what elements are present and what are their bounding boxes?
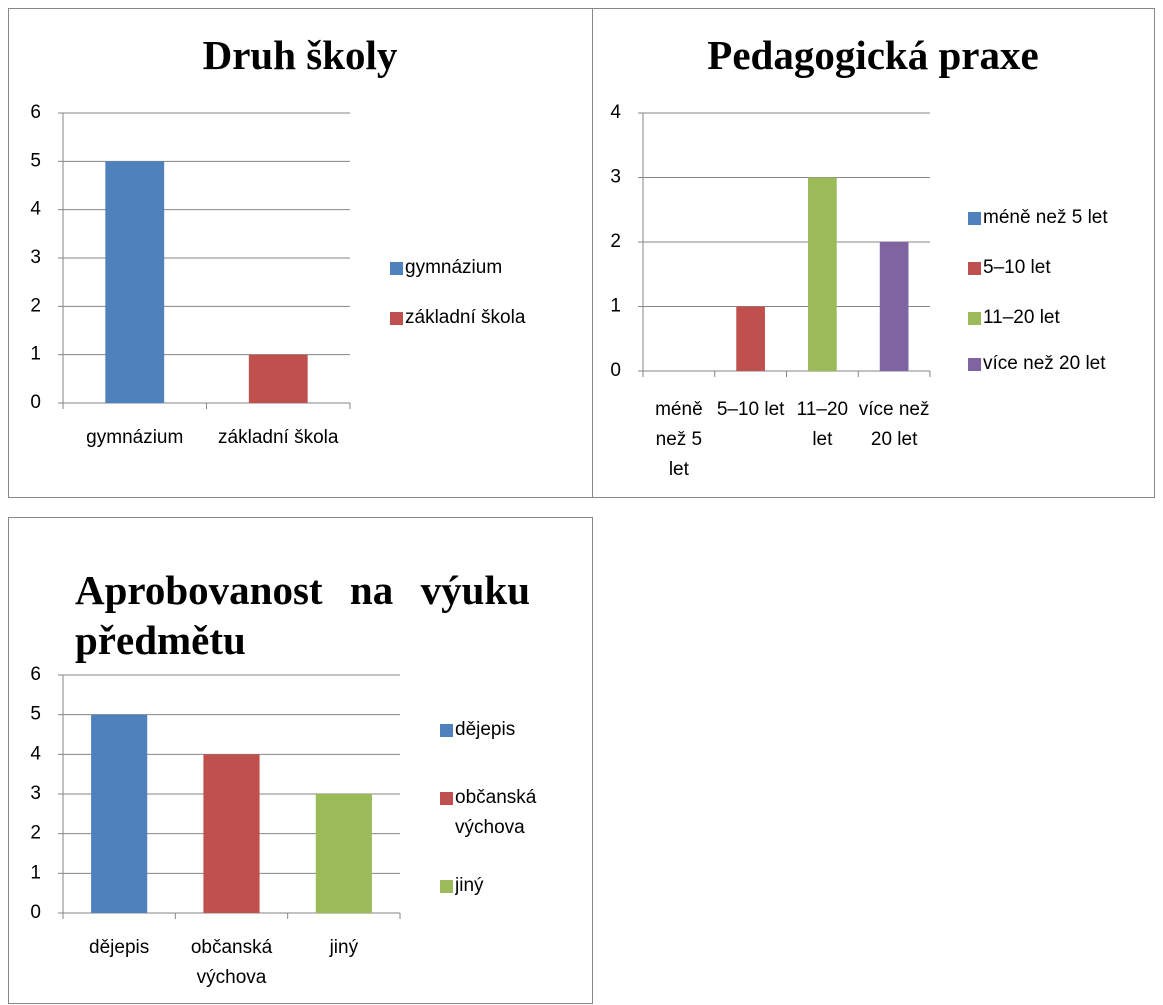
legend-label-box: základní škola	[405, 307, 526, 328]
y-tick-label: 3	[30, 783, 41, 804]
legend-swatch	[968, 262, 981, 275]
y-tick-label: 4	[610, 102, 621, 123]
legend-label: 11–20 let	[983, 307, 1060, 328]
legend-label: základní škola	[405, 307, 526, 328]
y-tick-label: 3	[30, 247, 41, 268]
x-tick-label-box: základní škola	[218, 427, 339, 448]
bar	[105, 161, 165, 403]
x-tick-label: méně než 5 let	[655, 399, 703, 480]
legend-swatch	[968, 358, 981, 371]
chart-title: Druh školy	[202, 32, 398, 78]
x-tick-label: dějepis	[89, 937, 150, 958]
x-tick-label: více než 20 let	[858, 399, 930, 450]
y-tick-label: 2	[610, 231, 621, 252]
legend-label-box: gymnázium	[405, 257, 503, 278]
legend-swatch	[390, 312, 403, 325]
x-tick-label: 5–10 let	[716, 399, 785, 420]
x-tick-label: 11–20 let	[796, 399, 849, 450]
x-tick-label-box: více než 20 let	[858, 399, 930, 450]
y-tick-label: 4	[30, 743, 41, 764]
legend-swatch	[440, 724, 453, 737]
y-tick-label: 1	[30, 862, 41, 883]
y-tick-label: 2	[30, 823, 41, 844]
y-tick-label: 4	[30, 199, 41, 220]
legend-label: gymnázium	[405, 257, 503, 278]
legend-label-box: 11–20 let	[983, 307, 1060, 328]
y-tick-label: 6	[30, 664, 41, 685]
chart-title-box: Aprobovanost na výuku předmětu	[75, 567, 530, 663]
legend-label: více než 20 let	[983, 353, 1106, 374]
legend-label: dějepis	[455, 719, 516, 740]
bar	[248, 354, 308, 403]
chart-title: Aprobovanost na výuku předmětu	[75, 567, 530, 663]
frame	[8, 517, 593, 1004]
chart-title-box: Pedagogická praxe	[707, 32, 1039, 78]
bar	[736, 306, 765, 371]
x-tick-label: občanská výchova	[190, 937, 273, 988]
bar	[808, 177, 837, 371]
legend-label-box: občanská výchova	[455, 787, 537, 838]
y-tick-label: 3	[610, 167, 621, 188]
y-tick-label: 5	[30, 704, 41, 725]
x-tick-label-box: dějepis	[89, 937, 150, 958]
chart-title: Pedagogická praxe	[707, 32, 1039, 78]
legend-label: občanská výchova	[455, 787, 537, 838]
x-tick-label-box: jiný	[329, 937, 359, 958]
bar	[203, 754, 260, 913]
bar	[879, 242, 909, 371]
y-tick-label: 0	[30, 902, 41, 923]
x-tick-label-box: 5–10 let	[716, 399, 785, 420]
frame	[592, 8, 1155, 498]
y-tick-label: 2	[30, 295, 41, 316]
x-tick-label-box: gymnázium	[86, 427, 184, 448]
legend-label-box: dějepis	[455, 719, 516, 740]
chart-title-box: Druh školy	[202, 32, 398, 78]
x-tick-label: jiný	[329, 937, 359, 958]
y-tick-label: 1	[610, 296, 621, 317]
legend-label-box: jiný	[455, 875, 484, 896]
legend-swatch	[390, 262, 403, 275]
legend-label-box: 5–10 let	[983, 257, 1051, 278]
bar	[91, 714, 148, 913]
x-tick-label: gymnázium	[86, 427, 184, 448]
legend-label-box: méně než 5 let	[983, 207, 1108, 228]
x-tick-label-box: méně než 5 let	[655, 399, 703, 480]
legend-label-box: více než 20 let	[983, 353, 1106, 374]
x-tick-label-box: občanská výchova	[190, 937, 273, 988]
x-tick-label: základní škola	[218, 427, 339, 448]
legend-label: jiný	[455, 875, 484, 896]
y-tick-label: 5	[30, 150, 41, 171]
x-tick-label-box: 11–20 let	[796, 399, 849, 450]
legend-label: méně než 5 let	[983, 207, 1108, 228]
y-tick-label: 0	[610, 360, 621, 381]
legend-label: 5–10 let	[983, 257, 1051, 278]
y-tick-label: 0	[30, 392, 41, 413]
legend-swatch	[968, 212, 981, 225]
legend-swatch	[440, 792, 453, 805]
bar	[315, 794, 372, 913]
y-tick-label: 6	[30, 102, 41, 123]
legend-swatch	[968, 312, 981, 325]
legend-swatch	[440, 880, 453, 893]
y-tick-label: 1	[30, 344, 41, 365]
